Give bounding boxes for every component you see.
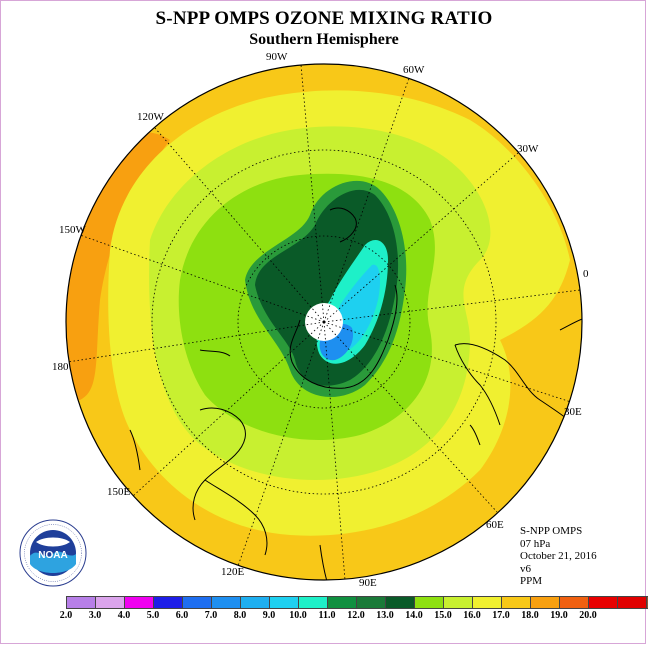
- colorbar-swatch: [212, 597, 241, 608]
- colorbar-swatch: [67, 597, 96, 608]
- colorbar-swatch: [154, 597, 183, 608]
- map-subtitle: Southern Hemisphere: [249, 31, 399, 48]
- colorbar-tick-label: 5.0: [146, 610, 160, 621]
- colorbar: [66, 596, 648, 609]
- map-border: [65, 63, 583, 581]
- lon-label-120w: 120W: [137, 111, 165, 123]
- instrument-label: S-NPP OMPS: [520, 525, 583, 537]
- lon-label-90e: 90E: [359, 577, 377, 589]
- colorbar-tick-label: 8.0: [233, 610, 247, 621]
- lon-label-0: 0: [583, 268, 589, 280]
- south-pole-marker: [322, 320, 326, 324]
- colorbar-swatch: [589, 597, 618, 608]
- colorbar-swatch: [531, 597, 560, 608]
- colorbar-tick-label: 3.0: [88, 610, 102, 621]
- lon-label-150w: 150W: [59, 224, 87, 236]
- lon-label-120e: 120E: [221, 566, 245, 578]
- colorbar-tick-label: 13.0: [376, 610, 394, 621]
- lon-label-60w: 60W: [403, 64, 425, 76]
- lon-label-30w: 30W: [517, 143, 539, 155]
- colorbar-swatch: [560, 597, 589, 608]
- noaa-logo-text: NOAA: [38, 550, 67, 561]
- colorbar-tick-label: 15.0: [434, 610, 452, 621]
- colorbar-swatch: [125, 597, 154, 608]
- colorbar-tick-label: 18.0: [521, 610, 539, 621]
- colorbar-tick-label: 9.0: [262, 610, 276, 621]
- colorbar-swatch: [241, 597, 270, 608]
- colorbar-swatch: [183, 597, 212, 608]
- colorbar-tick-label: 12.0: [347, 610, 365, 621]
- longitude-labels: 90W 60W 30W 0 30E 60E 90E 120E 150E 180 …: [52, 51, 589, 589]
- colorbar-swatch: [96, 597, 125, 608]
- colorbar-tick-label: 4.0: [117, 610, 131, 621]
- colorbar-swatch: [502, 597, 531, 608]
- colorbar-tick-label: 6.0: [175, 610, 189, 621]
- meridians: [67, 64, 581, 581]
- unit-label: PPM: [520, 575, 543, 587]
- noaa-logo: NOAA: [19, 519, 87, 587]
- version-label: v6: [520, 562, 531, 575]
- pressure-level-label: 07 hPa: [520, 537, 551, 550]
- colorbar-swatch: [415, 597, 444, 608]
- colorbar-swatch: [299, 597, 328, 608]
- lon-label-180: 180: [52, 361, 69, 373]
- colorbar-tick-label: 14.0: [405, 610, 423, 621]
- colorbar-tick-label: 7.0: [204, 610, 218, 621]
- lon-label-90w: 90W: [266, 51, 288, 63]
- colorbar-swatch: [328, 597, 357, 608]
- ozone-field: [66, 64, 582, 580]
- lon-label-60e: 60E: [486, 519, 504, 531]
- colorbar-swatch: [270, 597, 299, 608]
- colorbar-tick-label: 19.0: [550, 610, 568, 621]
- colorbar-tick-label: 17.0: [492, 610, 510, 621]
- colorbar-tick-label: 16.0: [463, 610, 481, 621]
- lon-label-150e: 150E: [107, 486, 131, 498]
- date-label: October 21, 2016: [520, 550, 597, 562]
- map-title: S-NPP OMPS OZONE MIXING RATIO: [155, 8, 493, 29]
- colorbar-tick-label: 10.0: [289, 610, 307, 621]
- lon-label-30e: 30E: [564, 406, 582, 418]
- latitude-circles: [151, 149, 497, 495]
- colorbar-swatch: [357, 597, 386, 608]
- colorbar-swatch: [386, 597, 415, 608]
- colorbar-swatch: [444, 597, 473, 608]
- colorbar-tick-label: 20.0: [579, 610, 597, 621]
- colorbar-tick-label: 11.0: [318, 610, 336, 621]
- colorbar-swatch: [473, 597, 502, 608]
- coastlines: [129, 207, 582, 580]
- colorbar-swatch: [618, 597, 647, 608]
- colorbar-tick-label: 2.0: [59, 610, 73, 621]
- info-block: S-NPP OMPS 07 hPa October 21, 2016 v6 PP…: [520, 525, 597, 588]
